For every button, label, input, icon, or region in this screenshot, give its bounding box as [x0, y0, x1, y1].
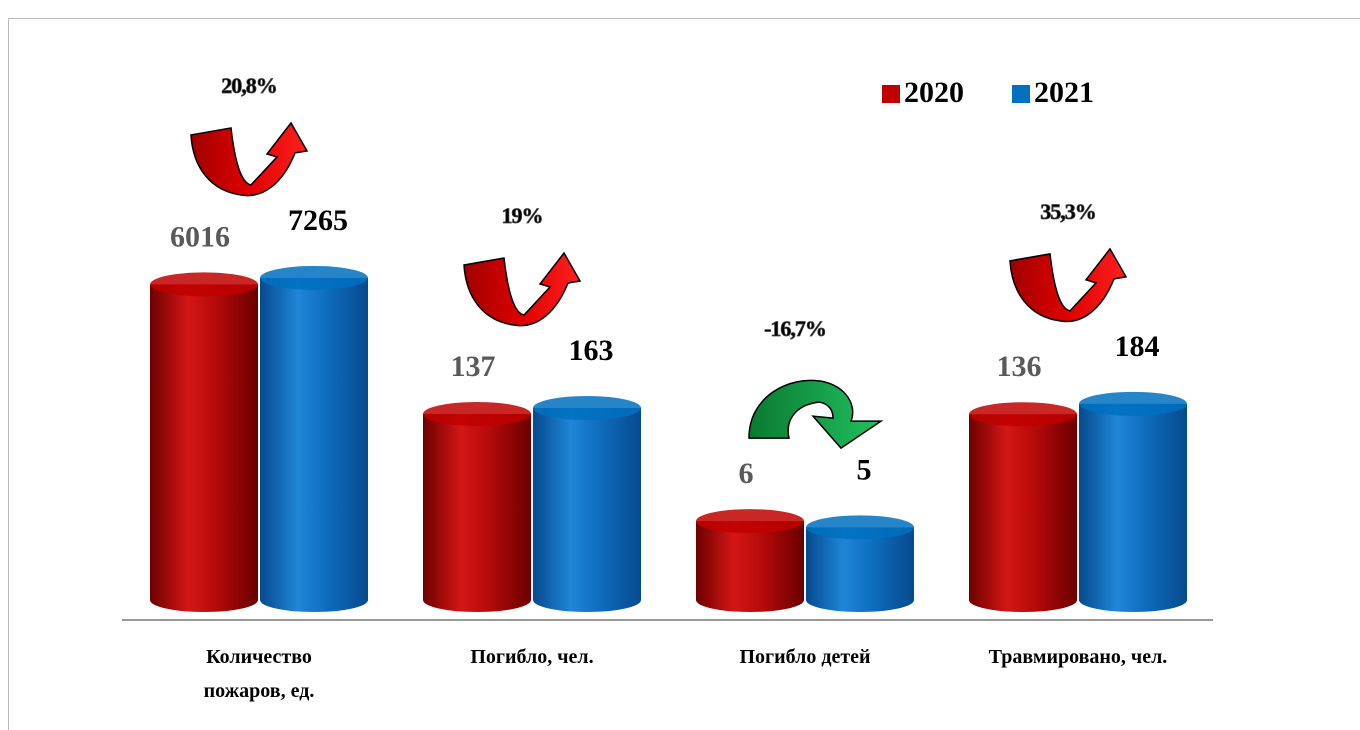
category-label: Количество пожаров, ед. — [203, 646, 315, 702]
bar-top — [696, 509, 804, 534]
change-arrow-shape — [190, 121, 309, 197]
change-label: 35,3% — [1040, 199, 1096, 224]
bar-top — [969, 402, 1077, 427]
change-arrow — [748, 379, 884, 450]
legend-swatch — [882, 85, 900, 103]
category-label: Погибло детей — [739, 646, 871, 668]
bar — [1079, 403, 1187, 600]
change-label: 20,8% — [221, 73, 277, 98]
change-arrow-shape — [1009, 247, 1128, 323]
change-arrow-shape — [463, 251, 582, 327]
legend-swatch — [1012, 85, 1030, 103]
change-label: 19% — [502, 203, 543, 228]
legend-label: 2020 — [904, 76, 964, 109]
change-arrow-shape — [748, 379, 884, 450]
change-arrow — [1009, 247, 1128, 323]
value-label: 6 — [739, 457, 754, 490]
value-label: 184 — [1115, 330, 1160, 363]
bar — [533, 408, 641, 600]
value-label: 7265 — [288, 204, 348, 237]
bar-top — [533, 396, 641, 421]
value-label: 6016 — [170, 220, 230, 253]
value-label: 5 — [857, 453, 872, 486]
bar — [696, 521, 804, 600]
value-label: 137 — [451, 350, 496, 383]
bar — [150, 284, 258, 600]
bar — [806, 527, 914, 600]
bar — [260, 277, 368, 600]
bar — [423, 413, 531, 600]
change-arrow — [463, 251, 582, 327]
bar-top — [260, 265, 368, 290]
value-label: 136 — [997, 350, 1042, 383]
legend-label: 2021 — [1034, 76, 1094, 109]
bar-top — [1079, 391, 1187, 416]
value-label: 163 — [569, 334, 614, 367]
category-label: Погибло, чел. — [470, 646, 594, 668]
bar-top — [423, 401, 531, 426]
change-arrow — [190, 121, 309, 197]
bar-top — [806, 515, 914, 540]
change-label: -16,7% — [764, 316, 826, 341]
bar — [969, 414, 1077, 600]
bar-top — [150, 272, 258, 297]
category-label: Травмировано, чел. — [988, 646, 1168, 668]
